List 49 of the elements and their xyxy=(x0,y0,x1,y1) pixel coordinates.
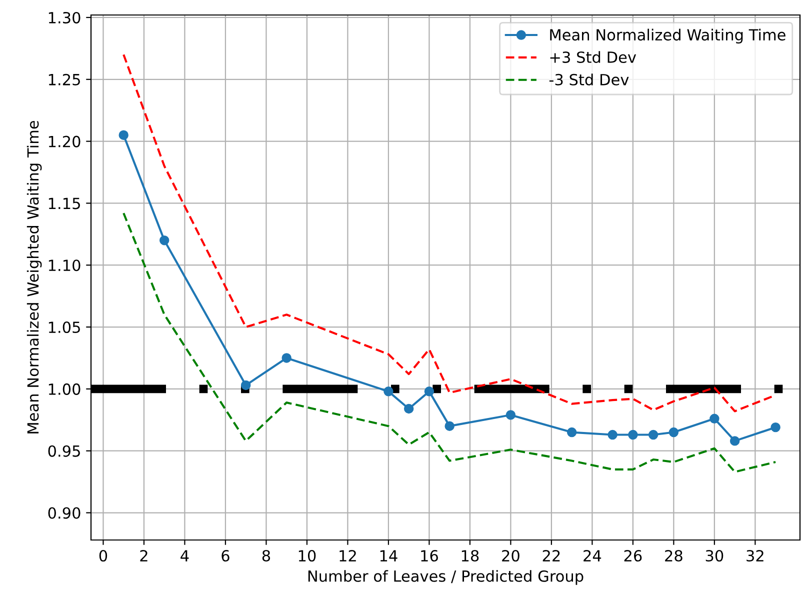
x-tick-label: 0 xyxy=(99,550,108,562)
point xyxy=(240,380,251,390)
x-tick-label: 28 xyxy=(665,550,682,562)
point xyxy=(424,386,434,396)
x-tick-label: 26 xyxy=(624,550,642,562)
legend-label: -3 Std Dev xyxy=(549,74,629,86)
point xyxy=(566,427,577,438)
point xyxy=(506,410,516,420)
x-tick-label: 18 xyxy=(462,550,479,562)
point xyxy=(770,422,780,432)
x-tick-label: 30 xyxy=(706,550,724,562)
x-tick-label: 2 xyxy=(140,550,148,562)
y-tick-label: 1.30 xyxy=(48,12,80,24)
point xyxy=(628,430,638,440)
legend-label: +3 Std Dev xyxy=(550,51,636,63)
x-axis-title: Number of Leaves / Predicted Group xyxy=(308,570,584,585)
y-tick-label: 1.20 xyxy=(48,136,80,148)
x-tick-label: 6 xyxy=(222,550,230,562)
point xyxy=(730,436,740,446)
x-tick-label: 12 xyxy=(340,550,356,562)
y-tick-label: 1.00 xyxy=(48,383,80,395)
line-series xyxy=(122,212,777,473)
y-tick-label: 1.05 xyxy=(48,321,80,334)
x-tick-label: 10 xyxy=(298,550,316,562)
x-tick-label: 32 xyxy=(746,550,764,562)
y-axis-title: Mean Normalized Weighted Waiting Time xyxy=(26,120,42,434)
x-tick-label: 24 xyxy=(584,550,602,562)
x-tick-label: 22 xyxy=(542,550,560,562)
y-tick-label: 1.10 xyxy=(48,260,80,272)
point xyxy=(648,430,658,440)
point xyxy=(668,427,679,438)
x-tick-label: 4 xyxy=(180,550,189,562)
point xyxy=(608,430,618,440)
y-tick-label: 0.90 xyxy=(48,507,80,519)
point xyxy=(118,130,128,140)
y-tick-label: 1.15 xyxy=(48,198,80,210)
x-tick-label: 16 xyxy=(421,550,438,562)
y-tick-label: 1.25 xyxy=(48,74,80,86)
x-tick-label: 8 xyxy=(262,550,270,562)
point xyxy=(444,421,454,431)
point xyxy=(384,386,394,396)
x-tick-label: 20 xyxy=(502,550,520,562)
y-tick-label: 0.95 xyxy=(48,445,80,457)
point xyxy=(282,353,292,363)
point xyxy=(159,235,170,246)
point xyxy=(404,404,414,414)
legend-label: Mean Normalized Waiting Time xyxy=(550,28,786,44)
x-tick-label: 14 xyxy=(380,550,398,562)
point xyxy=(710,414,720,424)
